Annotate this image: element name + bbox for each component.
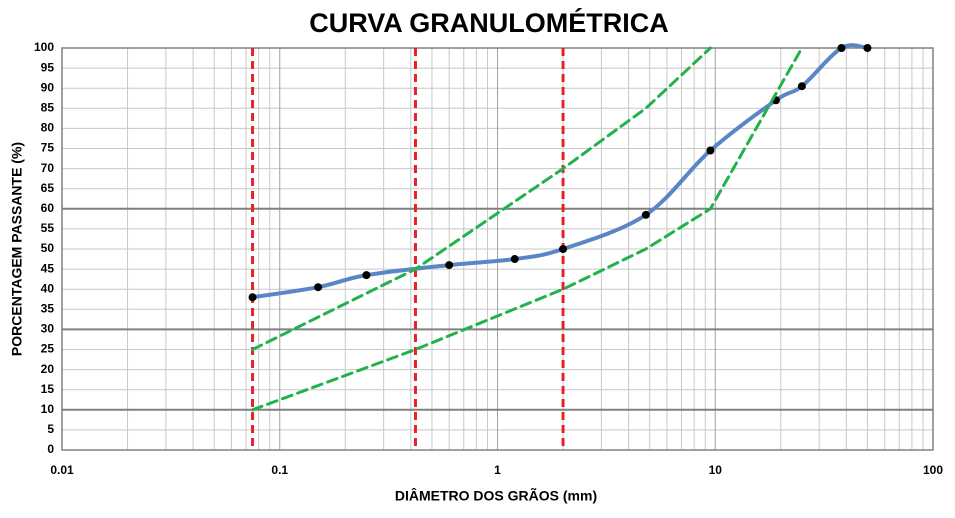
y-tick-label: 80 xyxy=(41,121,55,135)
data-point xyxy=(510,255,519,264)
series-line xyxy=(251,46,712,351)
x-tick-label: 1 xyxy=(494,463,501,477)
plot-frame xyxy=(61,47,934,451)
y-tick-label: 60 xyxy=(41,201,55,215)
data-point xyxy=(445,261,454,270)
x-tick-label: 0.01 xyxy=(50,463,74,477)
y-tick-label: 45 xyxy=(41,261,55,275)
y-tick-label: 35 xyxy=(41,301,55,315)
y-tick-label: 55 xyxy=(41,221,55,235)
data-point xyxy=(314,283,323,292)
y-tick-label: 0 xyxy=(47,442,54,456)
x-tick-label: 100 xyxy=(923,463,943,477)
y-tick-label: 15 xyxy=(41,382,55,396)
y-tick-label: 10 xyxy=(41,402,55,416)
y-tick-label: 90 xyxy=(41,80,55,94)
y-tick-label: 25 xyxy=(41,342,55,356)
y-tick-label: 5 xyxy=(47,422,54,436)
y-tick-label: 95 xyxy=(41,60,55,74)
y-tick-label: 70 xyxy=(41,161,55,175)
data-point xyxy=(641,210,650,219)
x-axis-label: DIÂMETRO DOS GRÃOS (mm) xyxy=(395,487,597,504)
y-tick-label: 100 xyxy=(34,40,54,54)
y-tick-label: 85 xyxy=(41,100,55,114)
y-axis-label: PORCENTAGEM PASSANTE (%) xyxy=(9,142,25,356)
data-point xyxy=(863,44,872,52)
data-point xyxy=(559,245,568,253)
chart-title: CURVA GRANULOMÉTRICA xyxy=(309,7,669,38)
y-tick-label: 30 xyxy=(41,322,55,336)
data-point xyxy=(797,82,806,91)
y-tick-label: 40 xyxy=(41,281,55,295)
y-tick-label: 50 xyxy=(41,241,55,255)
y-tick-label: 75 xyxy=(41,141,55,155)
x-tick-label: 10 xyxy=(709,463,723,477)
data-point xyxy=(837,44,846,52)
data-point xyxy=(248,293,257,302)
y-tick-label: 65 xyxy=(41,181,55,195)
series-line xyxy=(251,46,804,412)
data-point xyxy=(706,146,715,155)
data-point xyxy=(362,271,371,280)
x-tick-label: 0.1 xyxy=(271,463,288,477)
y-tick-label: 20 xyxy=(41,362,55,376)
